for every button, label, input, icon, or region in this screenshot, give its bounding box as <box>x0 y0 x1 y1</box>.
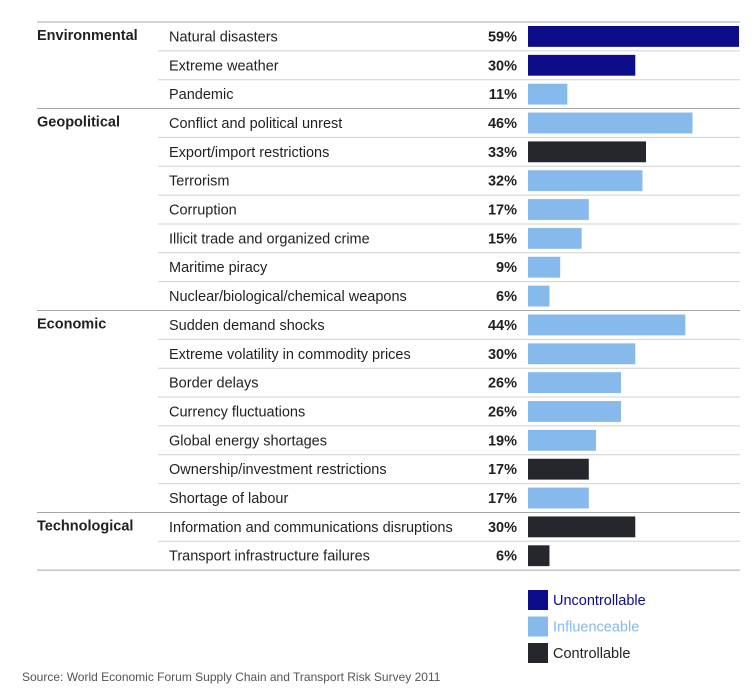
row-label: Shortage of labour <box>169 491 288 507</box>
value-label: 30% <box>488 58 517 74</box>
row-label: Corruption <box>169 203 237 219</box>
value-label: 15% <box>488 231 517 247</box>
row-label: Ownership/investment restrictions <box>169 462 387 478</box>
bar <box>528 170 643 192</box>
bar <box>528 256 561 278</box>
bar <box>528 545 550 567</box>
value-label: 30% <box>488 347 517 363</box>
legend-swatch <box>528 616 548 637</box>
legend-label: Controllable <box>553 646 630 662</box>
row-label: Transport infrastructure failures <box>169 549 370 565</box>
row-label: Border delays <box>169 376 258 392</box>
source-note: Source: World Economic Forum Supply Chai… <box>22 670 441 684</box>
bar <box>528 227 582 249</box>
legend-label: Uncontrollable <box>553 593 646 609</box>
legend-label: Influenceable <box>553 620 639 636</box>
row-label: Pandemic <box>169 87 233 103</box>
row-label: Extreme volatility in commodity prices <box>169 347 411 363</box>
row-label: Information and communications disruptio… <box>169 520 453 536</box>
value-label: 46% <box>488 116 517 132</box>
bar <box>528 83 568 105</box>
row-label: Terrorism <box>169 174 229 190</box>
bar <box>528 343 636 365</box>
row-label: Global energy shortages <box>169 433 327 449</box>
bar <box>528 516 636 538</box>
row-label: Natural disasters <box>169 29 278 45</box>
group-label: Geopolitical <box>37 115 120 131</box>
row-label: Currency fluctuations <box>169 404 305 420</box>
row-label: Conflict and political unrest <box>169 116 342 132</box>
bar <box>528 54 636 76</box>
group-label: Environmental <box>37 28 138 44</box>
bar <box>528 285 550 307</box>
value-label: 9% <box>496 260 517 276</box>
bar <box>528 401 621 422</box>
value-label: 59% <box>488 29 517 45</box>
bar <box>528 458 589 480</box>
legend-swatch <box>528 643 548 663</box>
bar <box>528 372 621 394</box>
bar <box>528 487 589 509</box>
value-label: 11% <box>489 87 517 103</box>
value-label: 6% <box>496 549 517 565</box>
value-label: 17% <box>488 462 517 478</box>
bar <box>528 199 589 220</box>
group-label: Economic <box>37 317 106 333</box>
value-label: 26% <box>488 376 517 392</box>
row-label: Nuclear/biological/chemical weapons <box>169 289 407 305</box>
value-label: 17% <box>488 203 517 219</box>
legend-swatch <box>528 590 548 610</box>
value-label: 17% <box>488 491 517 507</box>
value-label: 6% <box>496 289 517 305</box>
bar <box>528 112 693 134</box>
value-label: 44% <box>488 318 517 334</box>
row-label: Illicit trade and organized crime <box>169 231 370 247</box>
bar <box>528 429 596 451</box>
bar <box>528 141 647 163</box>
row-label: Sudden demand shocks <box>169 318 325 334</box>
value-label: 32% <box>488 174 517 190</box>
value-label: 30% <box>488 520 517 536</box>
value-label: 26% <box>488 404 517 420</box>
value-label: 33% <box>488 145 517 161</box>
value-label: 19% <box>488 433 517 449</box>
row-label: Extreme weather <box>169 58 279 74</box>
group-label: Technological <box>37 518 133 534</box>
row-label: Export/import restrictions <box>169 145 329 161</box>
row-label: Maritime piracy <box>169 260 268 276</box>
bar <box>528 26 739 47</box>
bar <box>528 314 686 336</box>
